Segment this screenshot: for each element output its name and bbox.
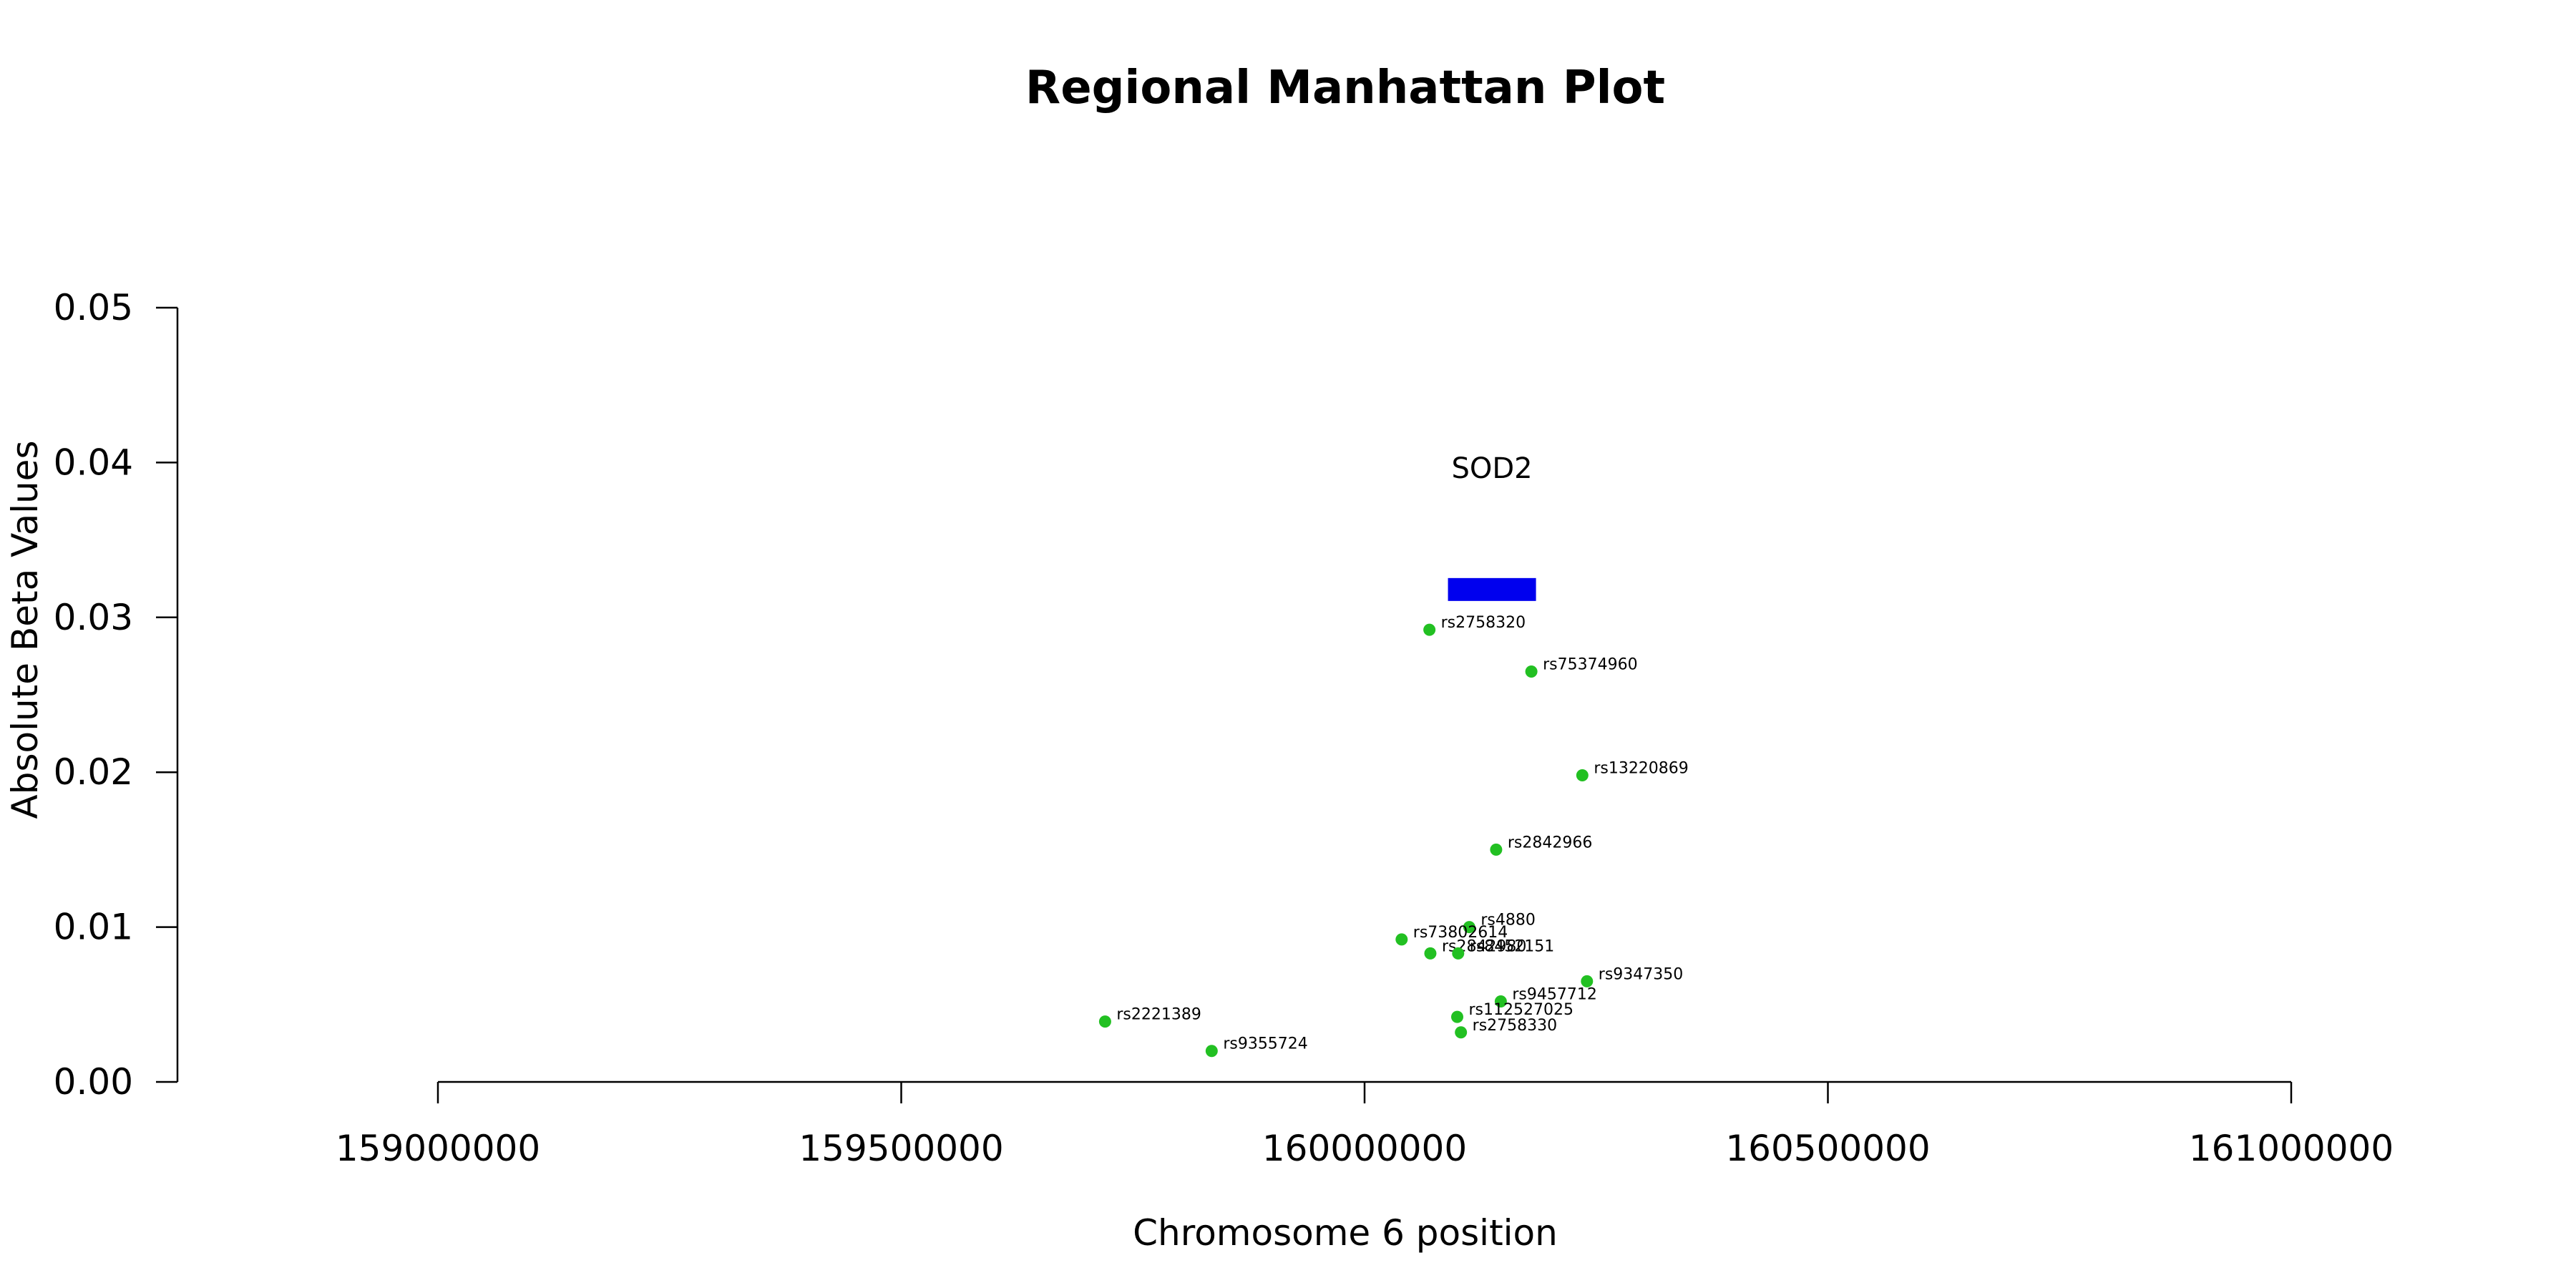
- snp-point: [1455, 1026, 1468, 1039]
- snp-point: [1576, 769, 1589, 782]
- snp-label: rs9355724: [1223, 1035, 1308, 1053]
- snp-label: rs73802614: [1413, 924, 1508, 942]
- snp-point: [1098, 1015, 1111, 1028]
- snp-label: rs75374960: [1543, 656, 1637, 674]
- x-axis: 159000000 159500000 160000000 160500000 1610…: [336, 1080, 2394, 1169]
- gene-label: SOD2: [1452, 452, 1533, 485]
- x-tick-label: 159000000: [336, 1128, 540, 1169]
- snp-label: rs13220869: [1594, 760, 1688, 778]
- y-tick-label: 0.01: [54, 907, 133, 948]
- snp-point: [1525, 665, 1538, 678]
- x-tick-label: 159500000: [799, 1128, 1003, 1169]
- x-tick-label: 161000000: [2189, 1128, 2394, 1169]
- gene-bar: [1448, 577, 1536, 601]
- x-tick-label: 160500000: [1725, 1128, 1930, 1169]
- y-tick-label: 0.03: [54, 597, 133, 638]
- snp-point: [1424, 947, 1437, 960]
- y-tick-label: 0.02: [54, 751, 133, 793]
- snp-label: rs2221389: [1116, 1006, 1201, 1024]
- snp-point: [1581, 975, 1594, 987]
- snp-points: rs2758320 rs75374960 rs13220869 rs2842966 rs…: [1098, 614, 1689, 1058]
- snp-point: [1451, 1010, 1463, 1023]
- y-axis-label: Absolute Beta Values: [4, 441, 46, 819]
- snp-label: rs2758330: [1473, 1017, 1558, 1035]
- snp-label: rs2842966: [1508, 834, 1593, 852]
- y-tick-label: 0.04: [54, 441, 133, 483]
- snp-label: rs112527025: [1469, 1001, 1574, 1019]
- snp-point: [1490, 843, 1503, 856]
- snp-point: [1205, 1045, 1218, 1058]
- chart-title: Regional Manhattan Plot: [1025, 62, 1665, 114]
- snp-point: [1423, 623, 1436, 636]
- snp-label: rs9457712: [1512, 985, 1597, 1003]
- snp-point: [1463, 921, 1475, 934]
- snp-point: [1452, 947, 1465, 960]
- gene-track: SOD2: [1448, 452, 1536, 601]
- y-axis: 0.00 0.01 0.02 0.03 0.04 0.05: [54, 287, 179, 1103]
- y-tick-label: 0.05: [54, 287, 133, 328]
- y-tick-label: 0.00: [54, 1061, 133, 1103]
- x-tick-label: 160000000: [1262, 1128, 1467, 1169]
- snp-label: rs8452151: [1470, 937, 1555, 955]
- snp-label: rs4880: [1480, 912, 1536, 930]
- snp-point: [1494, 995, 1507, 1008]
- snp-label: rs9347350: [1599, 965, 1684, 983]
- snp-point: [1395, 933, 1408, 946]
- x-axis-label: Chromosome 6 position: [1133, 1212, 1558, 1254]
- snp-label: rs2758320: [1441, 614, 1526, 632]
